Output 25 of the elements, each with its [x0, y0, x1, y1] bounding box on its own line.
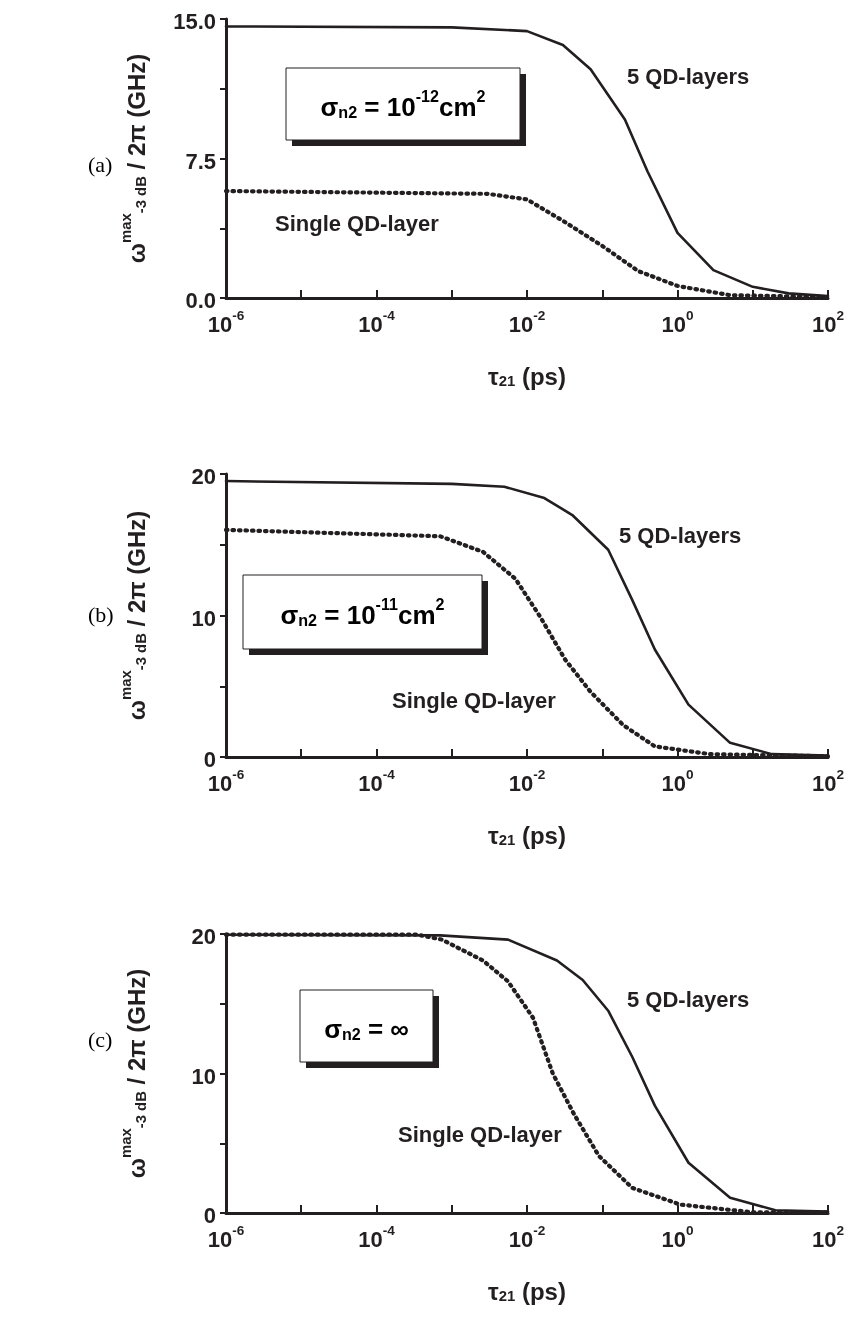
y-tick-label: 0.0 — [185, 288, 216, 314]
text: (c) — [88, 1026, 113, 1052]
text: (b) — [88, 601, 114, 627]
x-axis-title: τ21 (ps) — [488, 1277, 566, 1305]
series-label: 5 QD-layers — [627, 986, 750, 1012]
y-tick-label: 15.0 — [173, 9, 216, 35]
y-tick-label: 0 — [203, 1203, 216, 1229]
y-tick-label: 0 — [203, 747, 216, 773]
y-tick-label: 10 — [191, 605, 216, 631]
y-tick-label: 20 — [191, 464, 216, 490]
series-label: 5 QD-layers — [627, 63, 750, 89]
series-label: Single QD-layer — [398, 1121, 563, 1147]
x-axis-title: τ21 (ps) — [488, 362, 566, 390]
y-tick-label: 20 — [191, 924, 216, 950]
y-tick-label: 7.5 — [185, 148, 216, 174]
y-axis-title: ωmax-3 dB / 2π (GHz) — [117, 510, 150, 721]
y-axis-title: ωmax-3 dB / 2π (GHz) — [117, 968, 150, 1179]
text: (a) — [88, 151, 113, 177]
y-axis-title: ωmax-3 dB / 2π (GHz) — [117, 53, 150, 264]
series-label: 5 QD-layers — [619, 522, 742, 548]
series-label: Single QD-layer — [392, 687, 557, 713]
series-label: Single QD-layer — [275, 210, 440, 236]
x-axis-title: τ21 (ps) — [488, 821, 566, 849]
annotation: σn2 = ∞ — [324, 1014, 409, 1045]
y-tick-label: 10 — [191, 1063, 216, 1089]
